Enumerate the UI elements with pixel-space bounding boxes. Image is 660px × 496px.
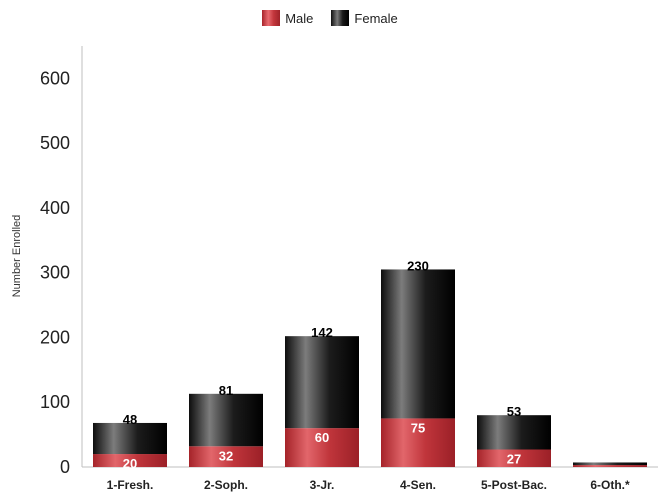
y-tick-label: 300 xyxy=(40,263,70,283)
x-tick-label: 4-Sen. xyxy=(400,478,436,492)
bar-female xyxy=(285,336,359,429)
legend: Male Female xyxy=(0,8,660,28)
data-label-male: 27 xyxy=(507,452,521,467)
bar-female xyxy=(477,415,551,450)
legend-label-male: Male xyxy=(285,10,314,26)
male-swatch xyxy=(262,10,281,26)
x-tick-label: 6-Oth.* xyxy=(590,478,630,492)
bar-male xyxy=(477,449,551,467)
data-label-female: 230 xyxy=(407,258,429,273)
y-tick-label: 600 xyxy=(40,68,70,88)
data-label-male: 60 xyxy=(315,430,329,445)
y-tick-label: 200 xyxy=(40,327,70,347)
x-tick-label: 3-Jr. xyxy=(310,478,335,492)
x-tick-label: 5-Post-Bac. xyxy=(481,478,547,492)
legend-label-female: Female xyxy=(354,10,398,26)
data-label-female: 48 xyxy=(123,412,137,427)
bar-female xyxy=(189,393,263,447)
data-label-male: 75 xyxy=(411,420,425,435)
data-label-female: 81 xyxy=(219,383,233,398)
bar-male xyxy=(573,465,647,467)
legend-item-male[interactable]: Male xyxy=(262,10,313,26)
bar-male xyxy=(381,418,455,467)
female-swatch xyxy=(331,10,350,26)
data-label-male: 32 xyxy=(219,448,233,463)
data-label-female: 142 xyxy=(311,325,333,340)
bar-male xyxy=(93,454,167,467)
y-tick-label: 0 xyxy=(60,457,70,477)
legend-item-female[interactable]: Female xyxy=(331,10,398,26)
data-label-female: 53 xyxy=(507,404,521,419)
data-label-male: 20 xyxy=(123,456,137,471)
bar-female xyxy=(381,269,455,419)
x-tick-label: 1-Fresh. xyxy=(107,478,154,492)
y-tick-label: 400 xyxy=(40,198,70,218)
bar-male xyxy=(189,446,263,467)
y-tick-label: 500 xyxy=(40,133,70,153)
bar-female xyxy=(93,422,167,455)
bar-male xyxy=(285,428,359,467)
y-tick-label: 100 xyxy=(40,392,70,412)
bar-female xyxy=(573,462,647,466)
x-tick-label: 2-Soph. xyxy=(204,478,248,492)
